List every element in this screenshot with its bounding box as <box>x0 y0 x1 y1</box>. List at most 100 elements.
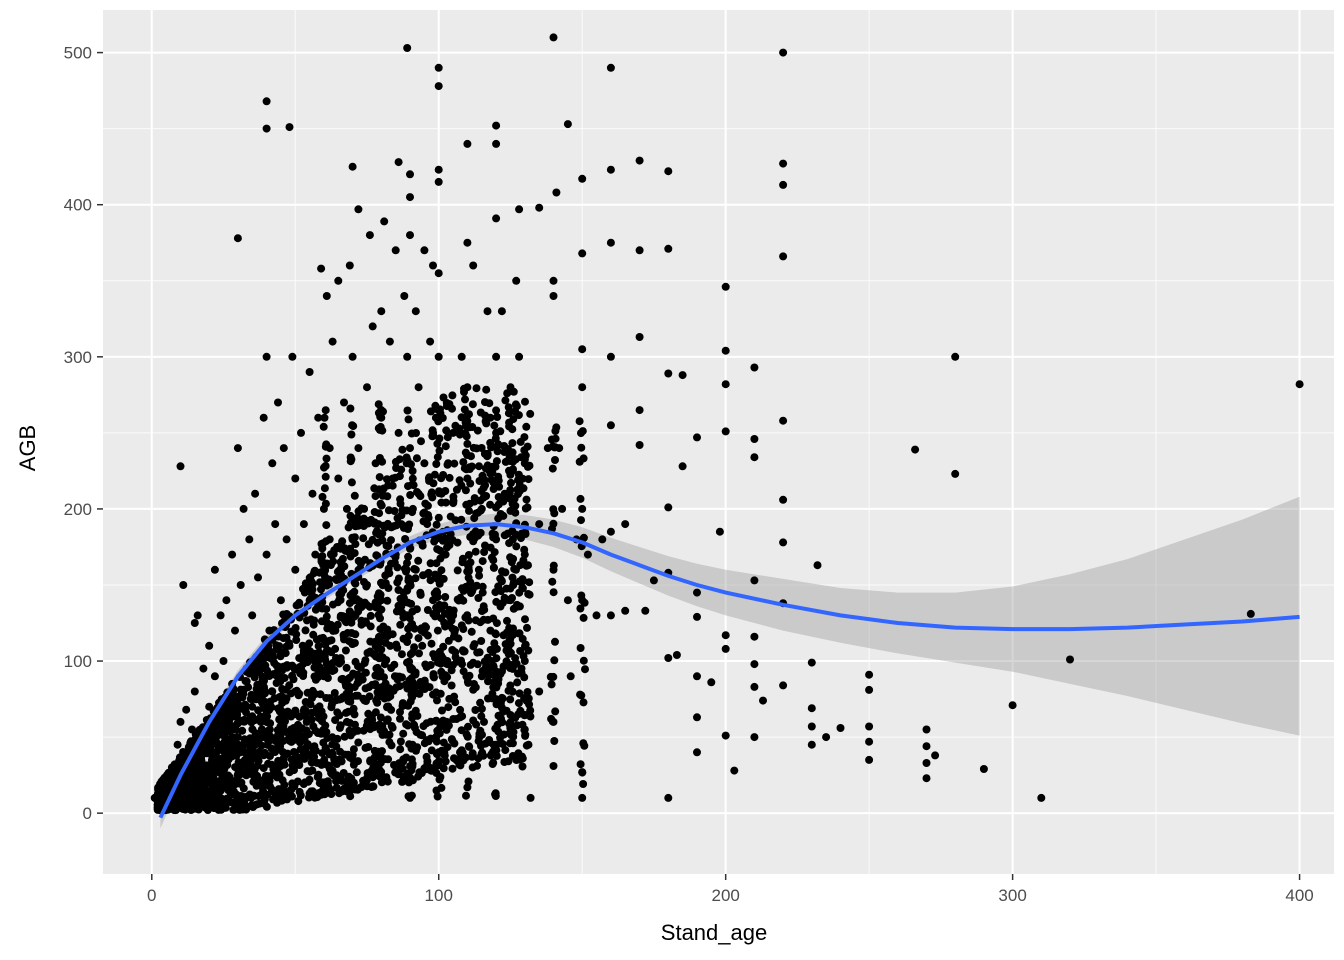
data-point <box>865 685 874 694</box>
data-point <box>822 733 831 742</box>
data-point <box>576 494 585 503</box>
data-point <box>190 687 199 696</box>
data-point <box>376 726 385 735</box>
data-point <box>437 498 446 507</box>
data-point <box>375 530 384 539</box>
data-point <box>287 792 296 801</box>
data-point <box>435 658 444 667</box>
data-point <box>509 732 518 741</box>
data-point <box>423 757 432 766</box>
data-point <box>483 653 492 662</box>
data-point <box>246 734 255 743</box>
data-point <box>477 487 486 496</box>
data-point <box>403 406 412 415</box>
data-point <box>337 589 346 598</box>
data-point <box>442 725 451 734</box>
data-point <box>477 704 486 713</box>
data-point <box>150 793 159 802</box>
data-point <box>310 663 319 672</box>
data-point <box>449 428 458 437</box>
data-point <box>641 606 650 615</box>
data-point <box>436 773 445 781</box>
data-point <box>179 581 188 589</box>
data-point <box>606 165 615 174</box>
data-point <box>492 619 501 628</box>
y-axis: 0 100 200 300 400 500 <box>64 44 103 823</box>
data-point <box>578 768 587 777</box>
major-gridlines <box>103 10 1334 874</box>
data-point <box>693 672 701 681</box>
data-point <box>434 177 443 186</box>
data-point <box>491 792 500 800</box>
data-point <box>514 710 523 719</box>
data-point <box>408 740 417 749</box>
data-point <box>319 581 328 589</box>
data-point <box>201 803 210 812</box>
data-point <box>205 641 214 650</box>
data-point <box>426 337 435 346</box>
data-point <box>349 728 358 737</box>
data-point <box>285 768 294 777</box>
data-point <box>378 683 387 691</box>
data-point <box>483 307 492 316</box>
data-point <box>233 234 242 243</box>
data-point <box>208 755 216 764</box>
data-point <box>461 448 470 457</box>
data-point <box>305 767 314 776</box>
data-point <box>445 473 454 482</box>
data-point <box>340 398 348 407</box>
data-point <box>517 668 526 677</box>
data-point <box>434 748 443 757</box>
data-point <box>415 689 424 698</box>
data-point <box>486 413 495 422</box>
data-point <box>693 433 701 442</box>
data-point <box>411 565 420 574</box>
data-point <box>664 244 673 253</box>
data-point <box>408 474 417 483</box>
data-point <box>342 663 351 672</box>
data-point <box>424 763 433 772</box>
data-point <box>535 203 544 212</box>
data-point <box>518 584 527 592</box>
data-point <box>378 487 386 496</box>
data-point <box>321 472 330 481</box>
data-point <box>307 758 316 767</box>
data-point <box>376 425 385 434</box>
data-point <box>210 763 219 772</box>
data-point <box>193 611 202 620</box>
data-point <box>322 454 331 463</box>
data-point <box>199 788 208 797</box>
data-point <box>359 514 368 523</box>
data-point <box>510 564 519 573</box>
data-point <box>492 428 501 437</box>
data-point <box>492 746 501 755</box>
data-point <box>222 596 231 605</box>
data-point <box>279 784 288 793</box>
data-point <box>195 768 204 777</box>
data-point <box>403 638 412 646</box>
data-point <box>449 611 458 620</box>
data-point <box>360 504 369 513</box>
data-point <box>280 760 289 769</box>
data-point <box>721 644 730 653</box>
data-point <box>377 307 386 316</box>
data-point <box>182 748 191 757</box>
data-point <box>318 778 327 787</box>
data-point <box>321 721 330 730</box>
data-point <box>521 731 530 740</box>
data-point <box>391 246 400 255</box>
data-point <box>451 648 460 657</box>
data-point <box>262 802 271 811</box>
data-point <box>383 596 392 605</box>
data-point <box>503 616 511 625</box>
data-point <box>291 474 300 483</box>
data-point <box>447 666 456 675</box>
data-point <box>922 725 931 734</box>
data-point <box>334 695 343 704</box>
data-point <box>493 413 502 421</box>
data-point <box>548 577 557 586</box>
data-point <box>606 421 615 430</box>
data-point <box>377 413 386 422</box>
data-point <box>522 495 531 504</box>
data-point <box>492 695 501 704</box>
